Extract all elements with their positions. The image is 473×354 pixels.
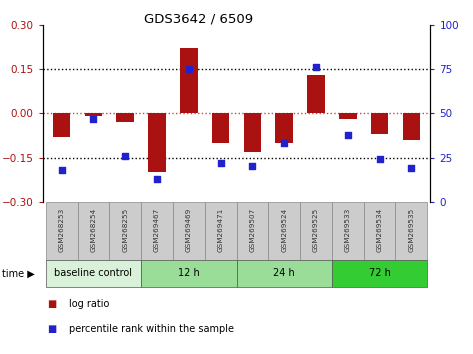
Text: GSM269507: GSM269507	[249, 208, 255, 252]
Point	[90, 116, 97, 121]
Text: GSM269471: GSM269471	[218, 208, 224, 252]
Text: percentile rank within the sample: percentile rank within the sample	[69, 324, 234, 334]
Bar	[364, 202, 395, 260]
Bar	[371, 113, 388, 134]
Bar	[116, 113, 134, 122]
Text: GSM269534: GSM269534	[377, 208, 383, 252]
Text: GSM268255: GSM268255	[122, 208, 128, 252]
Bar	[236, 260, 332, 287]
Text: GSM269524: GSM269524	[281, 208, 287, 252]
Bar	[212, 113, 229, 143]
Bar	[109, 202, 141, 260]
Point	[185, 66, 193, 72]
Bar	[395, 202, 427, 260]
Text: GSM269533: GSM269533	[345, 208, 351, 252]
Text: 24 h: 24 h	[273, 268, 295, 279]
Bar	[46, 202, 78, 260]
Text: GSM269467: GSM269467	[154, 208, 160, 252]
Bar	[173, 202, 205, 260]
Text: GSM268254: GSM268254	[90, 208, 96, 252]
Point	[217, 160, 224, 166]
Text: ■: ■	[47, 299, 57, 309]
Point	[312, 64, 320, 70]
Bar	[85, 113, 102, 116]
Text: GSM269525: GSM269525	[313, 208, 319, 252]
Text: GSM268253: GSM268253	[59, 208, 65, 252]
Text: 72 h: 72 h	[368, 268, 391, 279]
Text: 12 h: 12 h	[178, 268, 200, 279]
Bar	[236, 202, 268, 260]
Point	[408, 165, 415, 171]
Point	[122, 153, 129, 159]
Bar	[307, 75, 325, 113]
Bar	[78, 202, 109, 260]
Bar	[332, 202, 364, 260]
Bar	[141, 260, 236, 287]
Bar	[339, 113, 357, 119]
Text: baseline control: baseline control	[54, 268, 132, 279]
Bar	[148, 113, 166, 172]
Bar	[403, 113, 420, 140]
Bar	[300, 202, 332, 260]
Text: GSM269535: GSM269535	[408, 208, 414, 252]
Bar	[53, 113, 70, 137]
Text: GSM269469: GSM269469	[186, 208, 192, 252]
Bar	[268, 202, 300, 260]
Bar	[275, 113, 293, 143]
Point	[153, 176, 161, 182]
Text: GDS3642 / 6509: GDS3642 / 6509	[144, 12, 253, 25]
Bar	[141, 202, 173, 260]
Text: log ratio: log ratio	[69, 299, 109, 309]
Point	[58, 167, 65, 173]
Bar	[180, 48, 198, 113]
Bar	[46, 260, 141, 287]
Point	[280, 141, 288, 146]
Point	[376, 156, 383, 162]
Text: ■: ■	[47, 324, 57, 334]
Bar	[205, 202, 236, 260]
Point	[344, 132, 351, 137]
Bar	[244, 113, 261, 152]
Bar	[332, 260, 427, 287]
Text: time ▶: time ▶	[2, 268, 35, 279]
Point	[249, 164, 256, 169]
